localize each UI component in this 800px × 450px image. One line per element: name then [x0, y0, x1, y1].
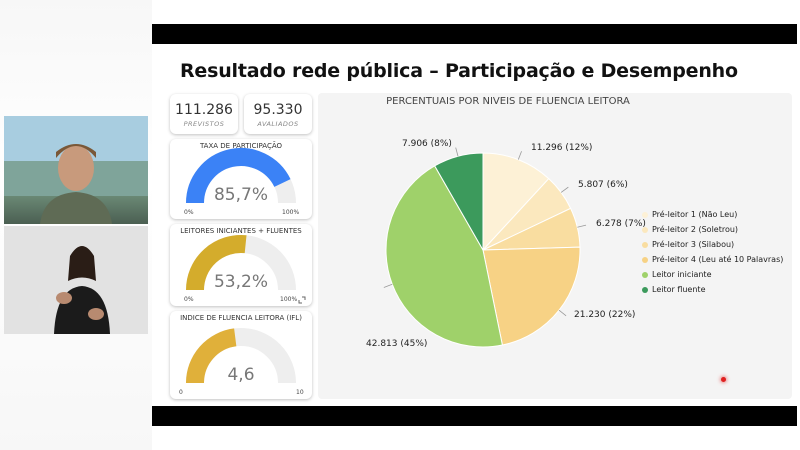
gauge-chart — [186, 148, 296, 204]
legend-swatch — [642, 286, 648, 293]
legend-item[interactable]: Leitor fluente — [642, 282, 783, 297]
gauge-card-ifl: INDICE DE FLUENCIA LEITORA (IFL) 4,6 0 1… — [170, 311, 312, 399]
recording-dot-icon — [721, 377, 726, 382]
gauge-title: LEITORES INICIANTES + FLUENTES — [180, 227, 302, 235]
legend-label: Pré-leitor 3 (Silabou) — [652, 240, 735, 249]
presenter-video — [4, 116, 148, 224]
legend-label: Pré-leitor 2 (Soletrou) — [652, 225, 739, 234]
legend-swatch — [642, 241, 648, 248]
gauge-min: 0% — [184, 209, 194, 216]
gauge-title: INDICE DE FLUENCIA LEITORA (IFL) — [180, 314, 302, 322]
gauge-value: 85,7% — [213, 185, 268, 205]
gauge-min: 0% — [184, 296, 194, 303]
gauge-max: 100% — [280, 296, 298, 303]
gauge-title: TAXA DE PARTICIPAÇÃO — [199, 142, 283, 150]
legend-item[interactable]: Pré-leitor 2 (Soletrou) — [642, 222, 783, 237]
slice-label-pre-leitor-1: 11.296 (12%) — [531, 143, 593, 153]
gauge-max: 10 — [296, 389, 304, 396]
gauge-max: 100% — [282, 209, 300, 216]
legend-item[interactable]: Pré-leitor 1 (Não Leu) — [642, 207, 783, 222]
legend-swatch — [642, 226, 648, 233]
gauge-fill — [186, 148, 291, 204]
sign-language-interpreter-video — [4, 226, 148, 334]
bottom-black-bar — [152, 406, 797, 426]
legend-item[interactable]: Leitor iniciante — [642, 267, 783, 282]
legend-label: Leitor iniciante — [652, 270, 712, 279]
gauge-min: 0 — [179, 389, 183, 396]
gauge-fill — [186, 328, 237, 384]
slice-label-leitor-fluente: 7.906 (8%) — [402, 139, 452, 149]
slice-label-pre-leitor-2: 5.807 (6%) — [578, 180, 628, 190]
legend-item[interactable]: Pré-leitor 4 (Leu até 10 Palavras) — [642, 252, 783, 267]
kpi-card-avaliados: 95.330 AVALIADOS — [244, 94, 312, 134]
legend-label: Leitor fluente — [652, 285, 706, 294]
expand-icon[interactable] — [298, 296, 306, 304]
legend-label: Pré-leitor 4 (Leu até 10 Palavras) — [652, 255, 784, 264]
slice-label-leitor-iniciante: 42.813 (45%) — [366, 339, 428, 349]
slice-label-pre-leitor-3: 6.278 (7%) — [596, 219, 646, 229]
legend-item[interactable]: Pré-leitor 3 (Silabou) — [642, 237, 783, 252]
gauge-card-participacao: TAXA DE PARTICIPAÇÃO 85,7% 0% 100% — [170, 139, 312, 219]
page-title: Resultado rede pública – Participação e … — [180, 60, 738, 82]
gauge-chart — [186, 328, 296, 384]
gauge-card-leitores: LEITORES INICIANTES + FLUENTES 53,2% 0% … — [170, 224, 312, 306]
chart-legend: Pré-leitor 1 (Não Leu) Pré-leitor 2 (Sol… — [642, 207, 783, 297]
gauge-value: 53,2% — [213, 272, 268, 292]
left-background — [0, 0, 152, 450]
legend-label: Pré-leitor 1 (Não Leu) — [652, 210, 738, 219]
chart-title: PERCENTUAIS POR NIVEIS DE FLUENCIA LEITO… — [386, 96, 630, 107]
legend-swatch — [642, 256, 648, 263]
kpi-label-previstos: PREVISTOS — [183, 120, 225, 128]
kpi-card-previstos: 111.286 PREVISTOS — [170, 94, 238, 134]
kpi-label-avaliados: AVALIADOS — [257, 120, 299, 128]
legend-swatch — [642, 211, 648, 218]
legend-swatch — [642, 271, 648, 278]
gauge-value: 4,6 — [227, 365, 255, 385]
gauge-chart — [186, 235, 296, 291]
gauge-fill — [186, 235, 247, 291]
kpi-value-avaliados: 95.330 — [253, 102, 303, 118]
top-black-bar — [152, 24, 797, 44]
kpi-value-previstos: 111.286 — [175, 102, 233, 118]
slice-label-pre-leitor-4: 21.230 (22%) — [574, 310, 636, 320]
